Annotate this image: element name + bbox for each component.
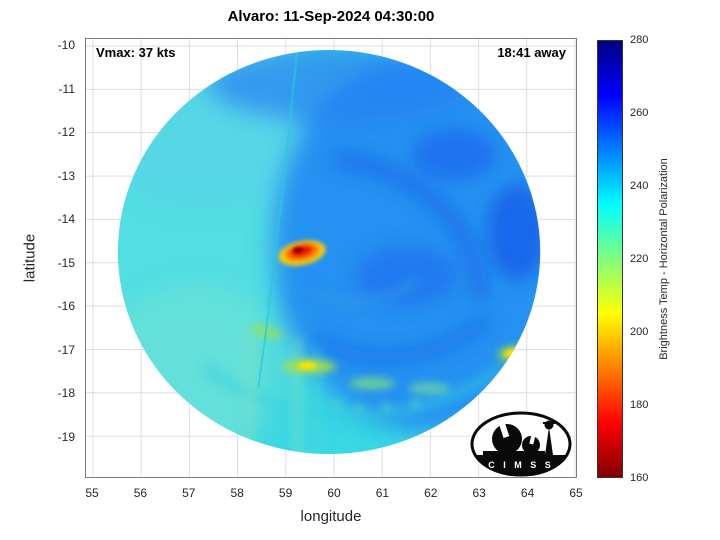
- y-tick-label: -14: [57, 212, 75, 227]
- small-dome-icon: [522, 436, 540, 454]
- y-tick-label: -15: [57, 255, 75, 270]
- figure-title: Alvaro: 11-Sep-2024 04:30:00: [227, 8, 435, 25]
- x-tick-label: 56: [133, 486, 148, 500]
- colorbar-tick-label: 220: [630, 253, 649, 265]
- y-axis-label: latitude: [21, 233, 39, 283]
- convection-core: [293, 247, 304, 254]
- x-tick-label: 55: [85, 486, 99, 500]
- convection-hotspot: [278, 240, 529, 370]
- x-tick-label: 63: [472, 486, 486, 500]
- colorbar-tick-label: 260: [630, 107, 649, 119]
- x-tick-label: 60: [327, 486, 341, 500]
- x-tick-label: 64: [520, 486, 535, 500]
- colorbar-tick-label: 200: [630, 326, 649, 338]
- colorbar-tick-label: 180: [630, 399, 649, 411]
- swath-seam: [257, 49, 300, 388]
- y-tick-label: -19: [57, 430, 75, 444]
- y-tick-label: -13: [57, 168, 75, 183]
- observatory-dome-icon: [492, 424, 522, 454]
- colorbar-tick-label: 160: [630, 472, 649, 484]
- y-tick-label: -17: [57, 342, 75, 357]
- blue-band-features: [312, 128, 541, 363]
- vmax-annotation: Vmax: 37 kts: [96, 45, 176, 60]
- y-tick-label: -12: [57, 125, 75, 140]
- colorbar-tick-label: 240: [630, 180, 649, 192]
- logo-artwork: [472, 420, 570, 475]
- x-tick-label: 59: [278, 486, 293, 500]
- cimss-logo-text: C I M S S: [488, 460, 554, 470]
- x-tick-label: 62: [424, 486, 438, 500]
- plot-area: Vmax: 37 kts 18:41 away C I M S S: [85, 38, 577, 478]
- y-tick-label: -18: [57, 386, 75, 401]
- cyan-arcs-and-streaks: [201, 275, 508, 455]
- x-tick-label: 58: [230, 486, 244, 500]
- time-away-annotation: 18:41 away: [497, 45, 566, 60]
- x-tick-label: 65: [569, 486, 583, 500]
- x-tick-label: 61: [375, 486, 390, 500]
- x-tick-label: 57: [182, 486, 196, 500]
- colorbar: [597, 40, 623, 478]
- x-axis-label: longitude: [300, 508, 362, 525]
- satellite-swath-image: [86, 39, 576, 477]
- colorbar-tick-label: 280: [630, 34, 649, 46]
- cimss-logo: C I M S S: [470, 411, 572, 477]
- y-tick-label: -11: [58, 81, 75, 96]
- radio-tower-icon: [545, 427, 553, 455]
- colorbar-label: Brightness Temp - Horizontal Polarizatio…: [658, 158, 670, 360]
- y-tick-label: -16: [57, 299, 75, 314]
- y-tick-label: -10: [57, 38, 75, 52]
